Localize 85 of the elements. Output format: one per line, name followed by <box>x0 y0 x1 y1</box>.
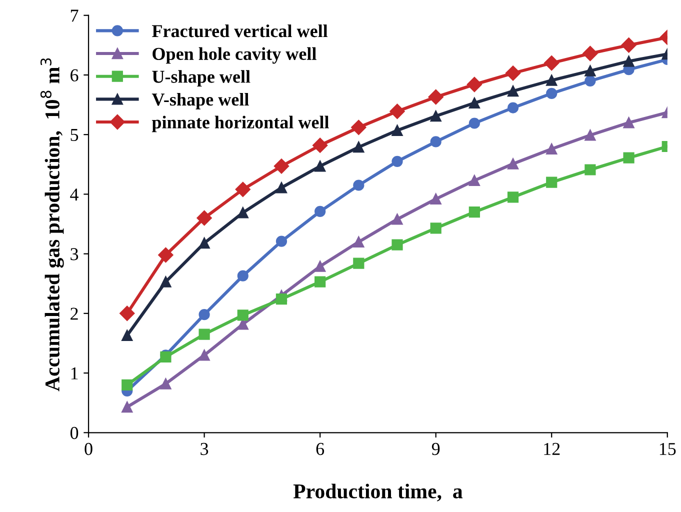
y-axis-title: Accumulated gas production, 10$^{8}$ m$^{3}$ <box>40 58 64 392</box>
point <box>623 117 634 128</box>
point <box>122 330 133 342</box>
point <box>314 206 326 218</box>
point <box>623 152 634 164</box>
point <box>392 239 403 250</box>
point <box>507 102 519 114</box>
point <box>274 158 290 174</box>
point <box>353 180 364 191</box>
point <box>584 65 596 76</box>
point <box>546 143 558 154</box>
point <box>430 110 442 122</box>
point <box>468 206 480 218</box>
point <box>584 164 596 176</box>
point <box>237 207 248 218</box>
point <box>430 136 442 148</box>
point <box>353 236 364 248</box>
point <box>122 401 133 413</box>
x-axis-title: Production time, a <box>293 484 463 502</box>
point <box>160 276 172 288</box>
point <box>392 124 403 136</box>
point <box>390 104 405 119</box>
point <box>353 258 364 269</box>
point <box>468 174 480 186</box>
point <box>314 276 326 288</box>
legend-label: Fractured vertical well <box>152 24 328 38</box>
point <box>198 350 210 361</box>
point <box>120 306 135 321</box>
point <box>276 182 288 194</box>
point <box>351 120 366 135</box>
point <box>621 38 636 53</box>
point <box>468 118 480 129</box>
point <box>198 328 210 340</box>
point <box>430 222 442 234</box>
point <box>584 75 596 86</box>
y-tick-label: 7 <box>70 10 78 22</box>
point <box>235 182 250 197</box>
point <box>276 236 288 247</box>
point <box>276 294 288 305</box>
point <box>314 160 326 172</box>
point <box>546 74 558 86</box>
point <box>546 176 558 188</box>
point <box>584 130 596 141</box>
point <box>466 76 482 92</box>
point <box>198 238 210 249</box>
point <box>392 214 403 225</box>
point <box>160 378 172 390</box>
y-tick-label: 2 <box>70 308 78 320</box>
point <box>314 260 326 272</box>
x-tick-label: 3 <box>200 442 208 456</box>
legend-label: pinnate horizontal well <box>152 116 329 132</box>
y-tick-label: 3 <box>70 248 78 260</box>
legend-label: U-shape well <box>152 70 250 87</box>
point <box>237 310 248 321</box>
y-tick-label: 4 <box>70 188 79 200</box>
legend-label: Open hole cavity well <box>152 47 316 64</box>
x-tick-label: 6 <box>316 442 324 456</box>
point <box>312 138 328 153</box>
point <box>392 156 403 167</box>
x-tick-label: 0 <box>84 442 92 456</box>
y-tick-label: 5 <box>70 129 78 142</box>
point <box>198 309 210 320</box>
x-tick-label: 12 <box>544 442 560 455</box>
y-tick-label: 1 <box>71 367 78 380</box>
point <box>623 56 634 67</box>
point <box>468 97 480 109</box>
point <box>428 89 444 105</box>
point <box>196 210 212 226</box>
x-tick-label: 15 <box>660 442 676 456</box>
point <box>237 270 248 282</box>
point <box>507 192 519 203</box>
point <box>122 379 133 391</box>
point <box>544 55 560 71</box>
point <box>505 66 521 81</box>
point <box>158 247 174 263</box>
point <box>430 193 442 205</box>
x-tick-label: 9 <box>432 442 440 456</box>
point <box>507 158 519 170</box>
y-tick-label: 6 <box>70 69 78 82</box>
y-tick-label: 0 <box>70 426 78 440</box>
point <box>507 86 519 97</box>
point <box>353 142 364 153</box>
point <box>582 46 598 62</box>
point <box>546 88 558 100</box>
legend-label: V-shape well <box>152 92 249 110</box>
